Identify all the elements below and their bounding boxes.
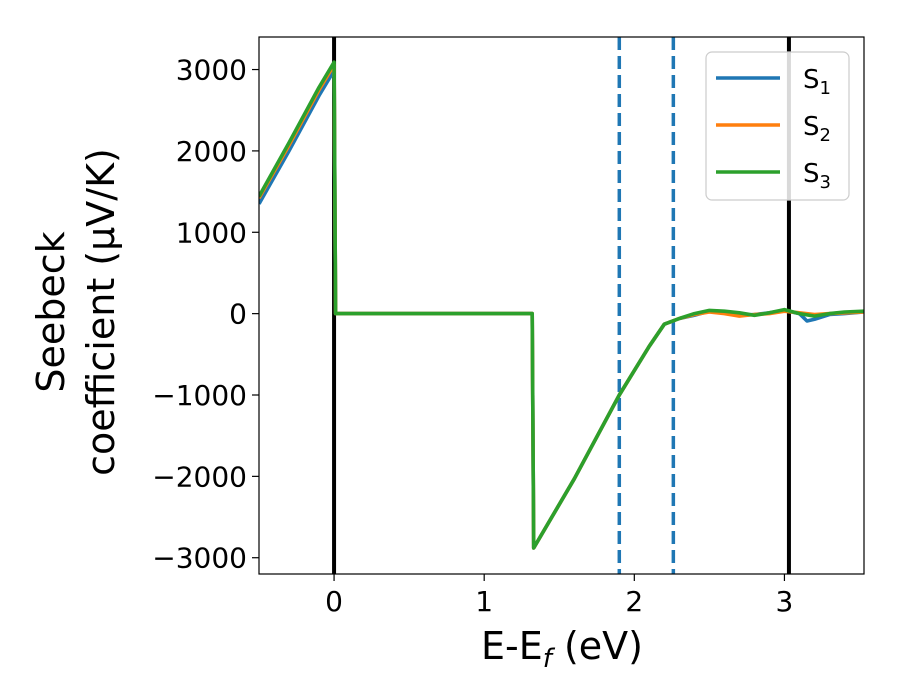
legend-label-2: S2 bbox=[803, 112, 831, 146]
plot-frame bbox=[258, 36, 865, 575]
x-axis-ticks: 0 1 2 3 bbox=[325, 574, 793, 618]
y-axis-label-line2: coefficient (μV/K) bbox=[79, 148, 123, 476]
data-series bbox=[259, 60, 864, 550]
y-axis-label: Seebeck coefficient (μV/K) bbox=[29, 148, 123, 476]
x-tick-label-1: 1 bbox=[475, 585, 493, 618]
y-tick-label-4: −1000 bbox=[152, 379, 247, 412]
y-tick-label-0: 3000 bbox=[176, 54, 247, 87]
y-tick-label-3: 0 bbox=[229, 298, 247, 331]
legend-label-3: S3 bbox=[803, 159, 831, 193]
x-tick-label-3: 3 bbox=[776, 585, 794, 618]
y-tick-label-1: 2000 bbox=[176, 135, 247, 168]
y-axis-ticks: 3000 2000 1000 0 −1000 −2000 −3000 bbox=[152, 54, 259, 575]
legend: S1 S2 S3 bbox=[705, 51, 850, 201]
series-line-3 bbox=[259, 60, 864, 550]
y-tick-label-6: −3000 bbox=[152, 542, 247, 575]
x-tick-label-0: 0 bbox=[325, 585, 343, 618]
y-axis-label-line1: Seebeck bbox=[29, 231, 73, 392]
y-tick-label-5: −2000 bbox=[152, 460, 247, 493]
legend-label-1: S1 bbox=[803, 65, 831, 99]
y-tick-label-2: 1000 bbox=[176, 216, 247, 249]
x-tick-label-2: 2 bbox=[625, 585, 643, 618]
x-axis-label: E-Ef (eV) bbox=[481, 624, 643, 674]
